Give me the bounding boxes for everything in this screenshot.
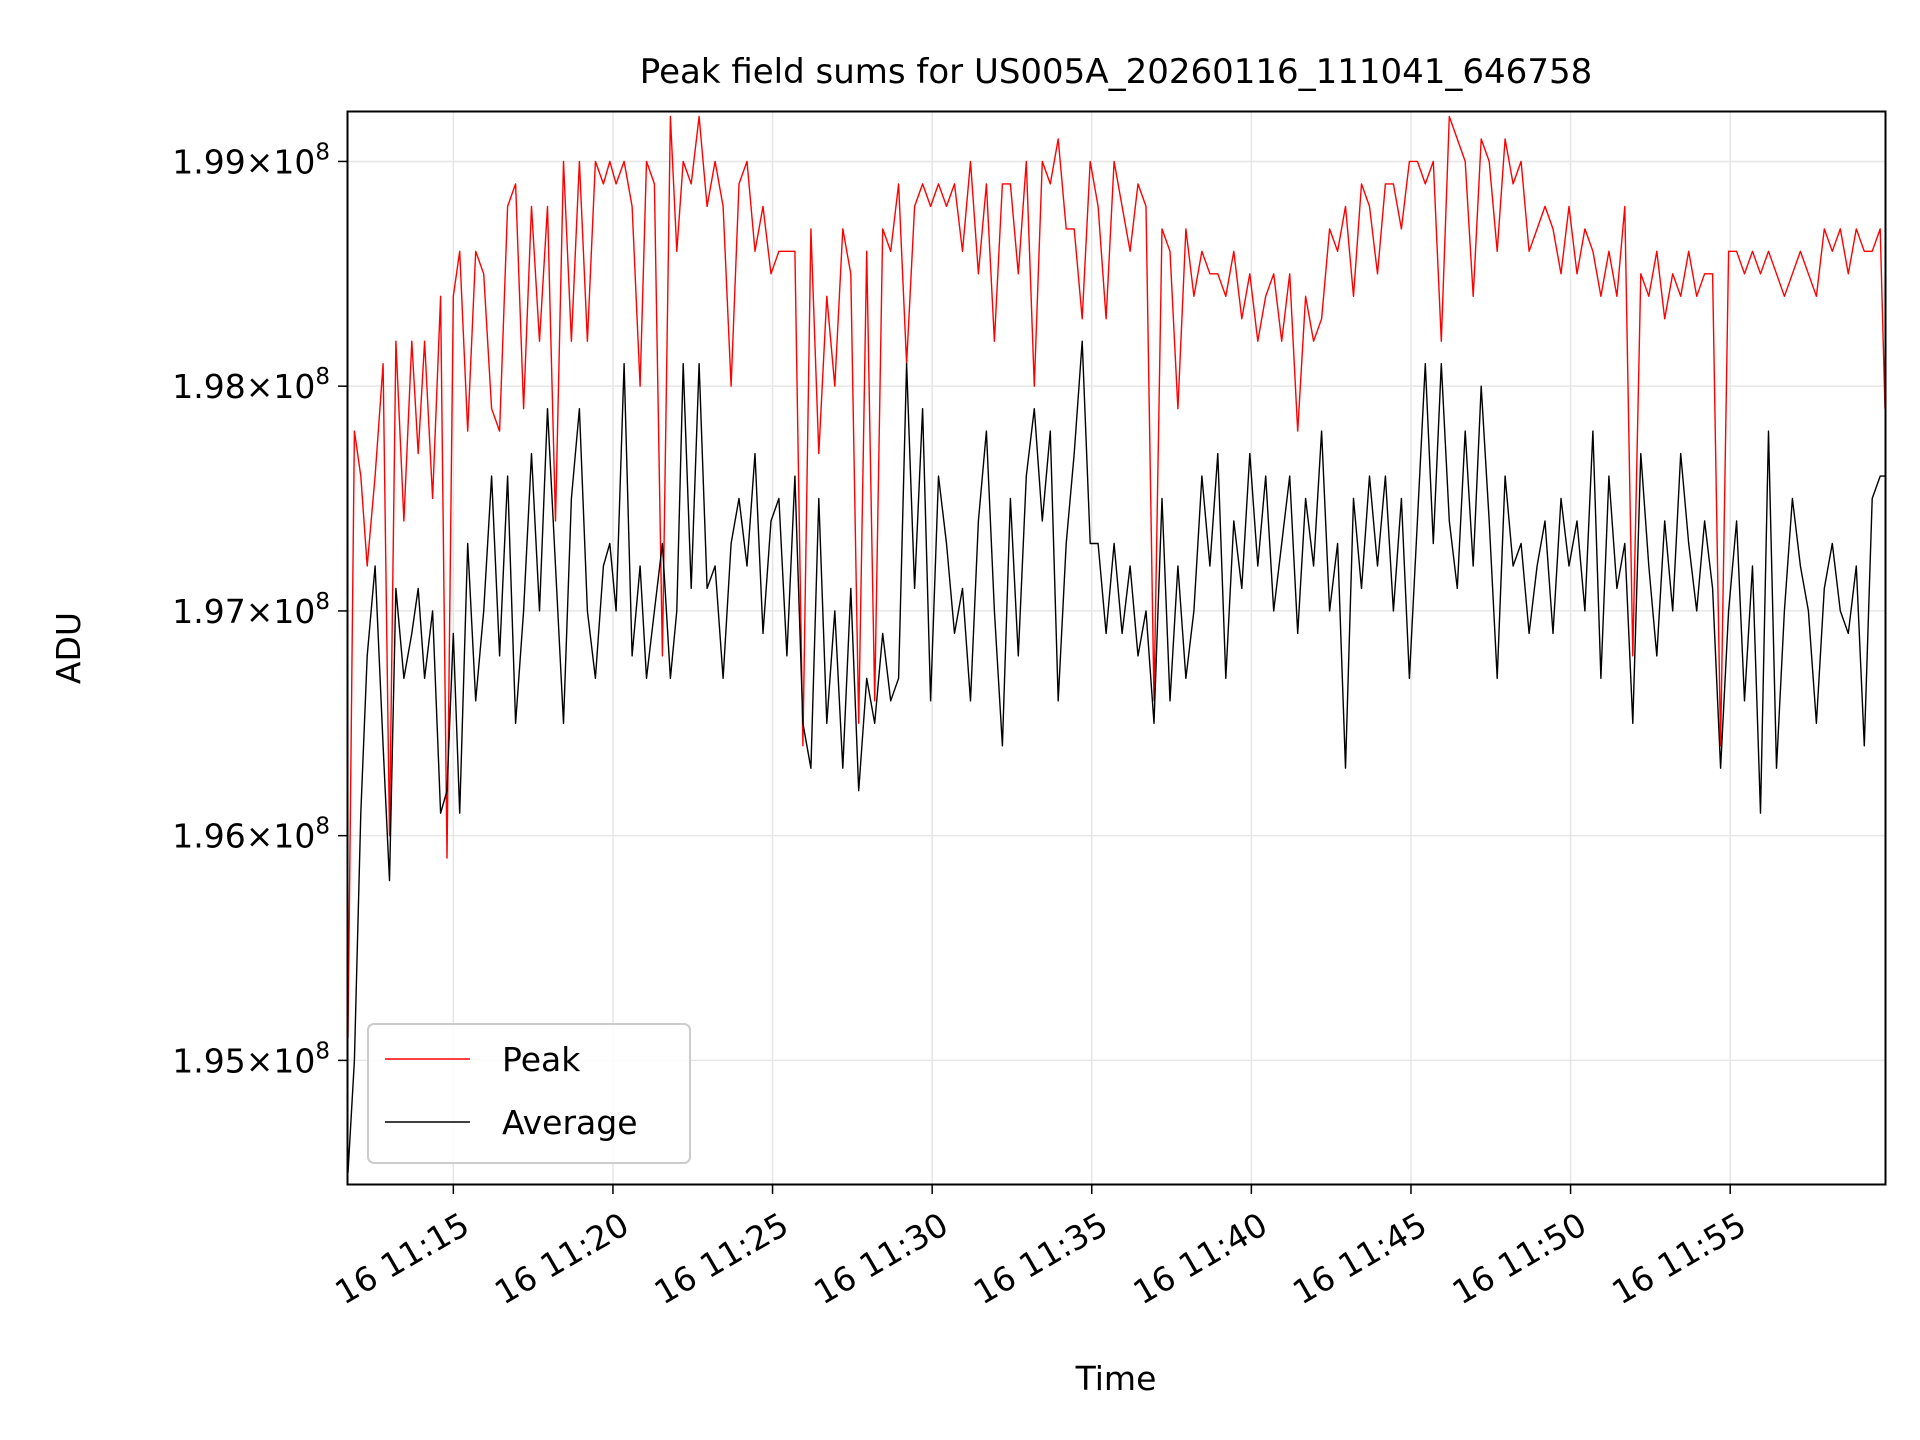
- series-line-peak: [348, 115, 1885, 1038]
- y-axis-ticks: 1.95×108 1.96×108 1.97×108 1.98×108 1.99×108: [172, 139, 348, 1080]
- y-tick-label: 1.99×108: [172, 139, 330, 181]
- series-line-average: [348, 340, 1885, 1173]
- chart-title: Peak field sums for US005A_20260116_1110…: [640, 52, 1592, 92]
- y-tick-label: 1.97×108: [172, 589, 330, 631]
- grid: [348, 112, 1885, 1184]
- y-tick-label: 1.95×108: [172, 1038, 330, 1080]
- legend-label-average: Average: [502, 1103, 638, 1142]
- legend-label-peak: Peak: [502, 1040, 581, 1079]
- series-layer: [348, 115, 1885, 1173]
- y-tick-label: 1.96×108: [172, 814, 330, 856]
- legend: Peak Average: [367, 1023, 691, 1164]
- y-axis-label: ADU: [49, 612, 88, 684]
- y-tick-label: 1.98×108: [172, 364, 330, 406]
- x-axis-label: Time: [1075, 1359, 1157, 1398]
- plot-frame: [346, 110, 1887, 1186]
